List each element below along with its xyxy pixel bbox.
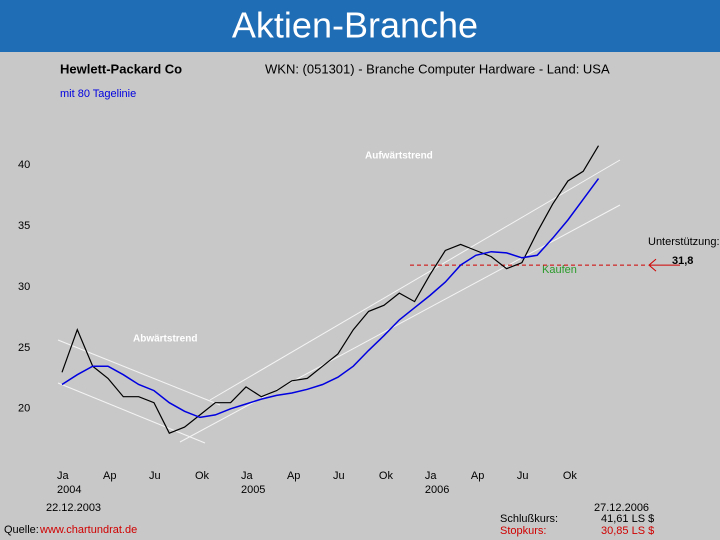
y-tick-label: 20 <box>18 403 30 415</box>
x-tick-label: Ju <box>333 470 345 482</box>
x-tick-label: Ja <box>425 470 438 482</box>
header-title: Aktien-Branche <box>232 5 478 46</box>
chart-title: Hewlett-Packard Co <box>60 61 182 76</box>
support-arrow <box>648 258 680 272</box>
y-tick-label: 30 <box>18 281 30 293</box>
x-tick-label: Ap <box>287 470 300 482</box>
series-line <box>61 178 600 419</box>
start-date: 22.12.2003 <box>46 502 101 514</box>
stop-value: 30,85 LS $ <box>601 525 654 537</box>
x-tick-label: Ok <box>379 470 394 482</box>
x-tick-label: Ok <box>195 470 210 482</box>
x-year-label: 2005 <box>241 484 265 496</box>
trend-line <box>209 159 621 401</box>
chart-subtitle: WKN: (051301) - Branche Computer Hardwar… <box>265 61 610 76</box>
annotation: Aufwärtstrend <box>365 151 433 162</box>
y-tick-label: 35 <box>18 220 30 232</box>
x-tick-label: Ap <box>471 470 484 482</box>
end-date: 27.12.2006 <box>594 502 649 514</box>
x-year-label: 2004 <box>57 484 81 496</box>
support-value: 31,8 <box>672 255 693 267</box>
stop-label: Stopkurs: <box>500 525 546 537</box>
trend-line <box>57 382 206 444</box>
series-line <box>61 145 600 434</box>
source-label: Quelle: <box>4 524 39 536</box>
source-url: www.chartundrat.de <box>39 524 137 536</box>
x-tick-label: Ja <box>241 470 254 482</box>
trend-channels <box>57 159 621 444</box>
trend-line <box>179 204 621 443</box>
close-value: 41,61 LS $ <box>601 513 654 525</box>
header-band <box>0 0 720 52</box>
y-tick-label: 40 <box>18 159 30 171</box>
x-tick-label: Ok <box>563 470 578 482</box>
legend-entry: mit 80 Tagelinie <box>60 88 136 100</box>
plot: 20 25 30 35 40 Ja 2004 Ap Ju Ok Ja 2005 Ap Ju Ok Ja 2006… <box>18 145 680 496</box>
annotation: Kaufen <box>542 264 577 276</box>
annotation: Abwärtstrend <box>133 334 197 345</box>
y-tick-label: 25 <box>18 342 30 354</box>
x-tick-label: Ju <box>149 470 161 482</box>
trend-line <box>57 339 221 406</box>
support-label: Unterstützung: <box>648 236 720 248</box>
close-label: Schlußkurs: <box>500 513 558 525</box>
x-tick-label: Ja <box>57 470 70 482</box>
x-tick-label: Ju <box>517 470 529 482</box>
x-tick-label: Ap <box>103 470 116 482</box>
x-year-label: 2006 <box>425 484 449 496</box>
